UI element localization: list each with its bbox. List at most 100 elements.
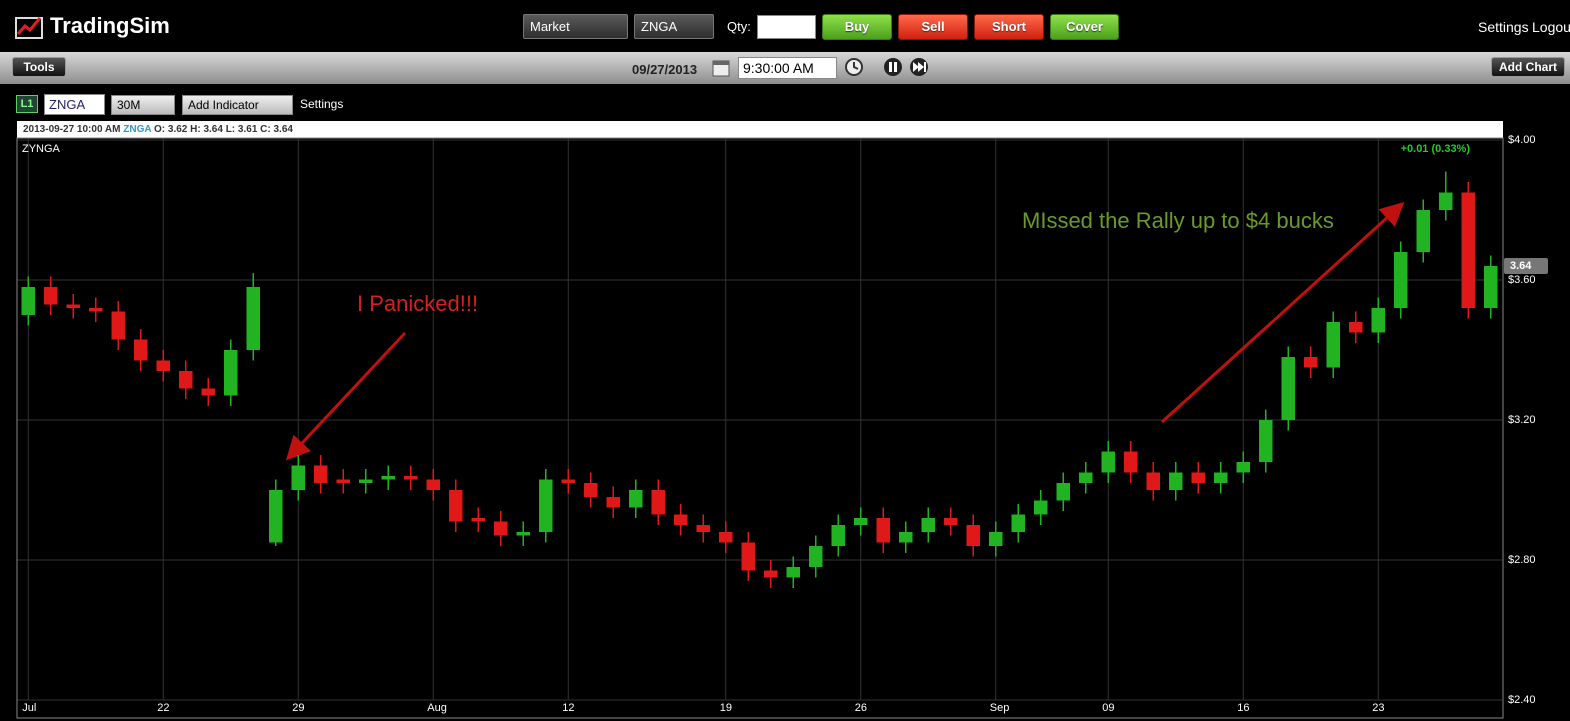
candle-body: [224, 350, 238, 396]
cover-button[interactable]: Cover: [1050, 14, 1119, 40]
candle-body: [404, 476, 418, 480]
candle-body: [1304, 357, 1318, 368]
candle-body: [246, 287, 260, 350]
chart-settings-link[interactable]: Settings: [300, 97, 344, 111]
y-tick-label: $3.20: [1508, 414, 1536, 426]
candle-body: [584, 483, 598, 497]
candle-body: [921, 518, 935, 532]
fast-forward-button[interactable]: [909, 57, 929, 77]
x-tick-label: 26: [855, 702, 867, 714]
candle-body: [1124, 451, 1138, 473]
candle-body: [494, 521, 508, 536]
candle-body: [111, 311, 125, 340]
candle-body: [674, 514, 688, 525]
candle-body: [1281, 357, 1295, 420]
candle-body: [1011, 514, 1025, 532]
candle-body: [966, 525, 980, 546]
chart-title: ZYNGA: [22, 143, 61, 155]
candle-body: [1191, 472, 1205, 483]
candle-body: [1326, 322, 1340, 368]
candle-body: [134, 339, 148, 361]
candle-body: [651, 490, 665, 515]
candle-body: [201, 388, 215, 396]
candle-body: [1236, 462, 1250, 473]
x-tick-label: Jul: [22, 702, 36, 714]
info-ohlc: O: 3.62 H: 3.64 L: 3.61 C: 3.64: [154, 124, 293, 135]
last-price-tag: [1504, 258, 1548, 274]
chart-symbol-input[interactable]: ZNGA: [44, 94, 105, 115]
candle-body: [471, 518, 485, 522]
x-tick-label: 12: [562, 702, 574, 714]
candle-body: [786, 567, 800, 578]
buy-button[interactable]: Buy: [822, 14, 892, 40]
candle-body: [809, 546, 823, 567]
candle-body: [314, 465, 328, 483]
x-tick-label: Sep: [990, 702, 1010, 714]
candle-body: [426, 479, 440, 490]
annotation-arrow: [285, 331, 407, 461]
candle-body: [1034, 500, 1048, 515]
candle-body: [1079, 472, 1093, 483]
candle-body: [156, 360, 170, 371]
candle-body: [269, 490, 283, 543]
qty-label: Qty:: [727, 19, 751, 34]
level-badge[interactable]: L1: [16, 95, 38, 113]
candle-body: [1101, 451, 1115, 473]
candle-body: [539, 479, 553, 532]
candle-body: [831, 525, 845, 546]
candle-body: [944, 518, 958, 525]
candle-body: [1371, 308, 1385, 333]
candle-body: [606, 497, 620, 508]
candle-body: [629, 490, 643, 508]
pause-button[interactable]: [883, 57, 903, 77]
time-input[interactable]: 9:30:00 AM: [738, 57, 837, 79]
interval-select[interactable]: 30M: [111, 95, 175, 115]
candle-body: [1259, 420, 1273, 462]
logo-icon: [15, 17, 43, 39]
add-indicator-select[interactable]: Add Indicator: [182, 95, 293, 115]
candle-body: [561, 479, 575, 483]
change-label: +0.01 (0.33%): [1401, 143, 1471, 155]
candle-body: [764, 570, 778, 578]
candle-body: [696, 525, 710, 532]
logo: TradingSim: [50, 13, 170, 38]
candle-body: [1214, 472, 1228, 483]
logout-link[interactable]: Logou: [1532, 19, 1570, 35]
sell-button[interactable]: Sell: [898, 14, 968, 40]
x-tick-label: Aug: [427, 702, 447, 714]
x-tick-label: 19: [720, 702, 732, 714]
settings-link[interactable]: Settings: [1478, 19, 1529, 35]
x-tick-label: 16: [1237, 702, 1249, 714]
clock-icon[interactable]: [843, 56, 865, 78]
candle-body: [741, 542, 755, 571]
header: TradingSim Market ZNGA Qty: Buy Sell Sho…: [0, 0, 1570, 52]
x-tick-label: 29: [292, 702, 304, 714]
short-button[interactable]: Short: [974, 14, 1044, 40]
candle-body: [1461, 192, 1475, 308]
candle-body: [89, 308, 103, 312]
annotation-arrow: [1160, 201, 1405, 424]
info-bar: 2013-09-27 10:00 AM ZNGA O: 3.62 H: 3.64…: [17, 121, 1503, 138]
date: 09/27/2013: [632, 62, 698, 77]
candle-body: [1439, 192, 1453, 210]
order-type-select[interactable]: Market: [523, 14, 628, 39]
candle-body: [449, 490, 463, 522]
candle-body: [854, 518, 868, 525]
annotation: I Panicked!!!: [357, 291, 478, 316]
add-chart-button[interactable]: Add Chart: [1491, 57, 1565, 77]
y-tick-label: $2.40: [1508, 694, 1536, 706]
x-tick-label: 09: [1102, 702, 1114, 714]
y-tick-label: $3.60: [1508, 274, 1536, 286]
candle-body: [1169, 472, 1183, 490]
symbol-select[interactable]: ZNGA: [634, 14, 714, 39]
info-symbol: ZNGA: [123, 124, 152, 135]
calendar-icon[interactable]: [711, 58, 731, 78]
candle-body: [516, 532, 530, 536]
annotation: MIssed the Rally up to $4 bucks: [1022, 208, 1334, 233]
candle-body: [719, 532, 733, 543]
qty-input[interactable]: [757, 15, 816, 39]
candle-body: [1484, 266, 1498, 308]
tools-button[interactable]: Tools: [12, 57, 66, 77]
